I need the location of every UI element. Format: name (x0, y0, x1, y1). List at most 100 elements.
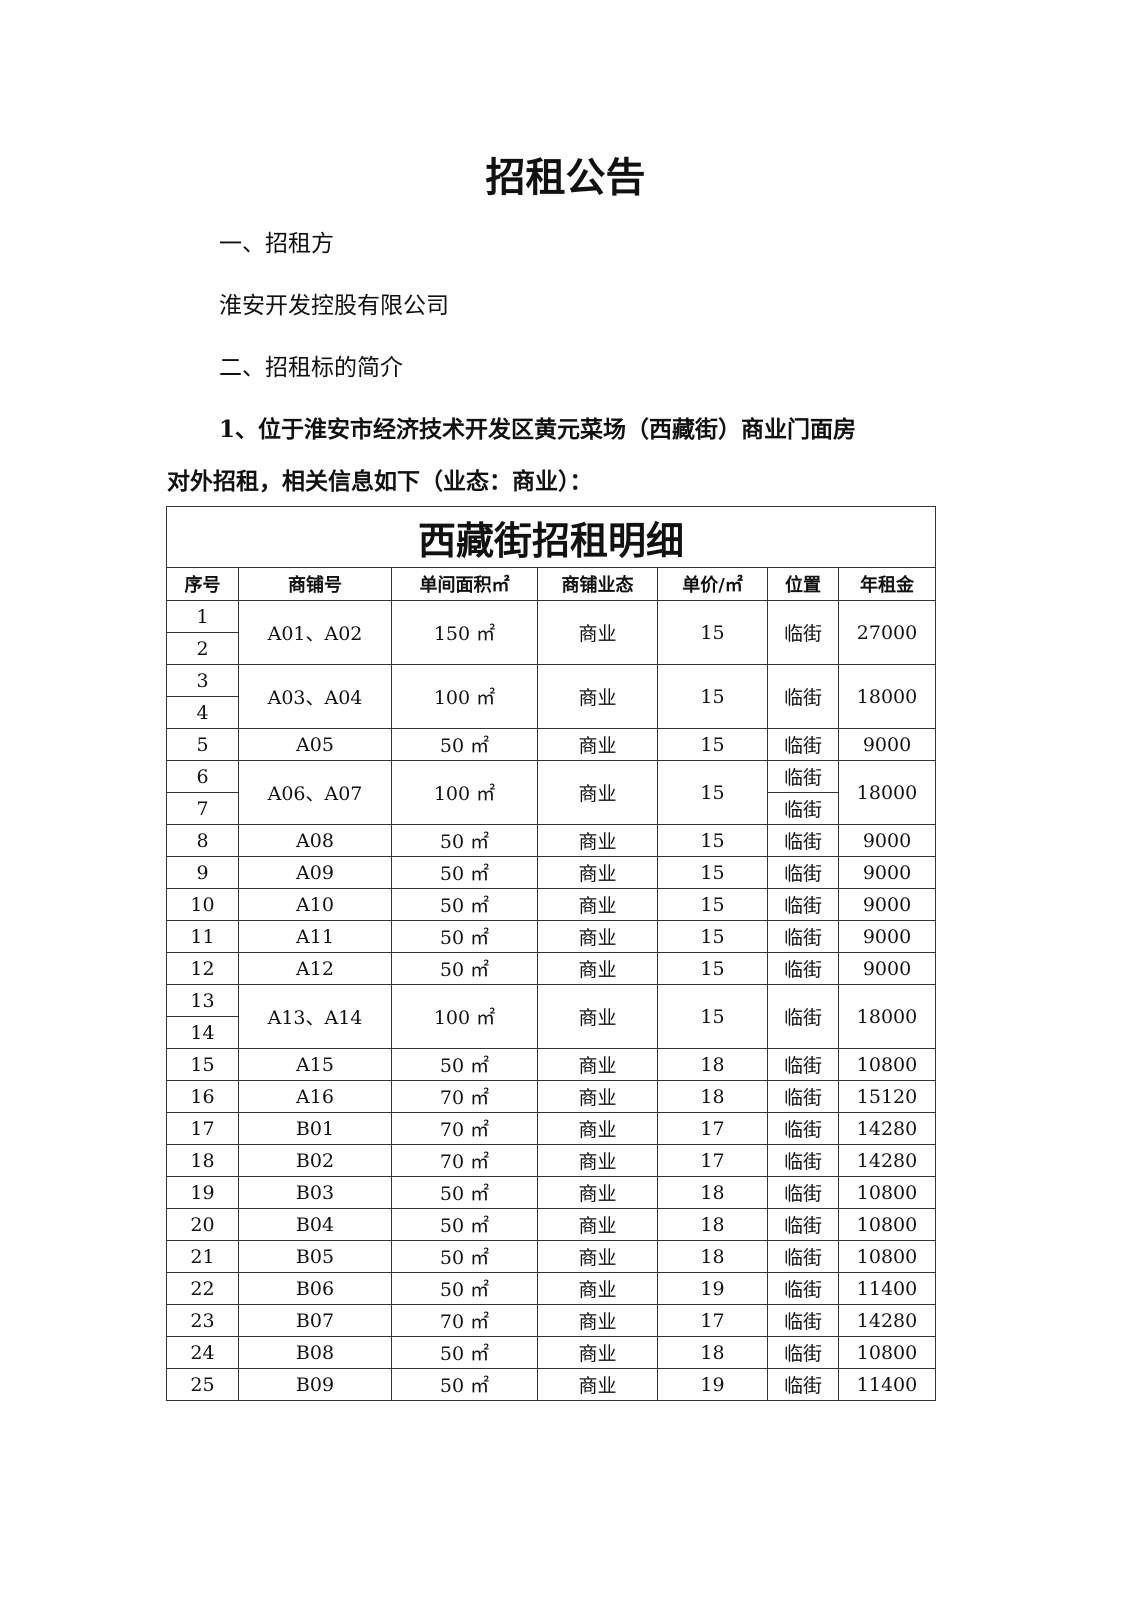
cell-type: 商业 (537, 856, 658, 889)
cell-price: 18 (657, 1208, 768, 1241)
cell-type: 商业 (537, 984, 658, 1049)
cell-price: 18 (657, 1336, 768, 1369)
cell-area: 70 ㎡ (391, 1304, 538, 1337)
cell-rent: 10800 (837, 1336, 937, 1369)
cell-rent: 9000 (837, 952, 937, 985)
cell-shop: A09 (238, 856, 392, 889)
cell-area: 50 ㎡ (391, 1176, 538, 1209)
cell-seq: 15 (166, 1048, 239, 1081)
cell-seq: 21 (166, 1240, 239, 1273)
cell-seq: 11 (166, 920, 239, 953)
cell-area: 50 ㎡ (391, 1336, 538, 1369)
cell-shop: B05 (238, 1240, 392, 1273)
cell-price: 15 (657, 888, 768, 921)
cell-area: 50 ㎡ (391, 1208, 538, 1241)
cell-seq: 10 (166, 888, 239, 921)
cell-rent: 9000 (837, 728, 937, 761)
cell-type: 商业 (537, 1240, 658, 1273)
cell-location: 临街 (767, 952, 839, 985)
cell-seq: 4 (166, 696, 239, 729)
cell-location: 临街 (767, 792, 839, 825)
cell-type: 商业 (537, 664, 658, 729)
cell-location: 临街 (767, 1336, 839, 1369)
cell-shop: A03、A04 (238, 664, 392, 729)
cell-seq: 17 (166, 1112, 239, 1145)
cell-seq: 23 (166, 1304, 239, 1337)
cell-location: 临街 (767, 984, 839, 1049)
cell-seq: 9 (166, 856, 239, 889)
cell-type: 商业 (537, 952, 658, 985)
cell-area: 50 ㎡ (391, 920, 538, 953)
cell-price: 18 (657, 1176, 768, 1209)
cell-seq: 14 (166, 1016, 239, 1049)
header-price: 单价/㎡ (657, 567, 768, 601)
cell-type: 商业 (537, 920, 658, 953)
cell-shop: B02 (238, 1144, 392, 1177)
cell-location: 临街 (767, 1048, 839, 1081)
cell-rent: 9000 (837, 888, 937, 921)
cell-type: 商业 (537, 1048, 658, 1081)
cell-area: 100 ㎡ (391, 984, 538, 1049)
section2-heading: 二、招租标的简介 (219, 355, 403, 381)
cell-seq: 12 (166, 952, 239, 985)
cell-price: 18 (657, 1080, 768, 1113)
cell-shop: B07 (238, 1304, 392, 1337)
cell-area: 50 ㎡ (391, 1272, 538, 1305)
cell-location: 临街 (767, 1080, 839, 1113)
cell-price: 15 (657, 728, 768, 761)
cell-shop: A11 (238, 920, 392, 953)
cell-location: 临街 (767, 600, 839, 665)
cell-seq: 5 (166, 728, 239, 761)
cell-type: 商业 (537, 728, 658, 761)
header-seq: 序号 (166, 567, 239, 601)
cell-rent: 14280 (837, 1112, 937, 1145)
cell-area: 50 ㎡ (391, 952, 538, 985)
table-row: 7 临街 (166, 792, 936, 825)
cell-seq: 6 (166, 760, 239, 793)
cell-area: 100 ㎡ (391, 664, 538, 729)
cell-location: 临街 (767, 888, 839, 921)
cell-rent: 18000 (837, 664, 937, 729)
cell-location: 临街 (767, 1176, 839, 1209)
cell-location: 临街 (767, 1304, 839, 1337)
cell-type: 商业 (537, 1368, 658, 1401)
cell-shop: A08 (238, 824, 392, 857)
header-area: 单间面积㎡ (391, 567, 538, 601)
table-row: 2 (166, 632, 936, 665)
cell-rent: 14280 (837, 1144, 937, 1177)
cell-price: 15 (657, 984, 768, 1049)
cell-seq: 18 (166, 1144, 239, 1177)
cell-rent: 14280 (837, 1304, 937, 1337)
cell-price: 15 (657, 920, 768, 953)
cell-seq: 16 (166, 1080, 239, 1113)
cell-price: 15 (657, 600, 768, 665)
cell-shop: B08 (238, 1336, 392, 1369)
cell-rent: 18000 (837, 760, 937, 825)
cell-shop: A13、A14 (238, 984, 392, 1049)
item1-line2: 对外招租，相关信息如下（业态：商业）： (167, 468, 593, 495)
cell-price: 15 (657, 856, 768, 889)
cell-area: 50 ㎡ (391, 888, 538, 921)
cell-rent: 9000 (837, 920, 937, 953)
cell-area: 50 ㎡ (391, 1240, 538, 1273)
cell-seq: 13 (166, 984, 239, 1017)
table-header-row: 序号 商铺号 单间面积㎡ 商铺业态 单价/㎡ 位置 年租金 (166, 567, 937, 601)
cell-shop: B03 (238, 1176, 392, 1209)
cell-shop: A10 (238, 888, 392, 921)
cell-price: 15 (657, 760, 768, 825)
cell-seq: 3 (166, 664, 239, 697)
cell-price: 19 (657, 1368, 768, 1401)
